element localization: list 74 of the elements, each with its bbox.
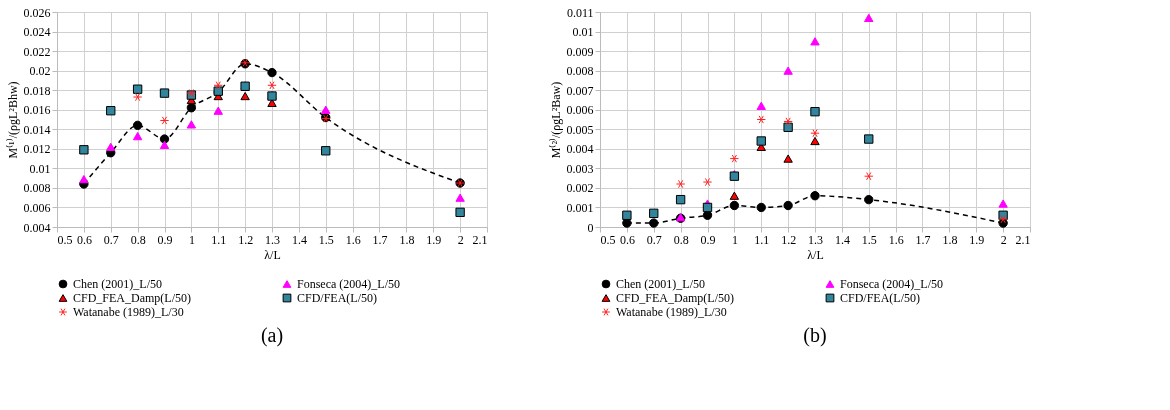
x-tick-label: 1.5 [318, 232, 334, 247]
y-tick-label: 0 [587, 220, 594, 235]
y-tick-label: 0.003 [566, 161, 594, 176]
x-tick-label: 1.9 [426, 232, 442, 247]
x-tick-label: 1.6 [345, 232, 361, 247]
y-tick-label: 0.02 [29, 64, 51, 79]
text: (a) [260, 324, 284, 347]
x-tick-label: 1.6 [888, 232, 904, 247]
y-tick-label: 0.018 [23, 83, 51, 98]
y-tick-label: 0.01 [29, 161, 51, 176]
x-tick-label: 2.1 [472, 232, 488, 247]
y-tick-label: 0.004 [23, 220, 51, 235]
x-tick-label: 2 [457, 232, 464, 247]
y-tick-label: 0.016 [23, 103, 51, 118]
x-tick-label: 1.3 [265, 232, 280, 247]
x-tick-label: 1.1 [754, 232, 770, 247]
x-tick-label: 0.5 [600, 232, 616, 247]
x-tick-label: 1.4 [834, 232, 850, 247]
y-tick-label: 0.024 [23, 25, 51, 40]
x-tick-label: 1.9 [969, 232, 985, 247]
legend-label: CFD/FEA(L/50) [840, 291, 921, 305]
legend-label: CFD_FEA_Damp(L/50) [616, 291, 734, 305]
y-tick-label: 0.006 [566, 103, 594, 118]
x-tick-label: 1 [731, 232, 738, 247]
y-tick-label: 0.006 [23, 200, 51, 215]
x-tick-label: 0.9 [700, 232, 716, 247]
x-tick-label: 0.7 [646, 232, 662, 247]
x-tick-label: 2 [1000, 232, 1007, 247]
x-tick-label: 1.2 [781, 232, 797, 247]
y-tick-label: 0.001 [566, 200, 594, 215]
y-tick-label: 0.009 [566, 44, 594, 59]
y-tick-label: 0.014 [23, 122, 51, 137]
y-tick-label: 0.008 [23, 181, 51, 196]
y-tick-label: 0.002 [566, 181, 594, 196]
x-axis-title: λ/L [264, 247, 281, 262]
x-tick-label: 1.7 [372, 232, 388, 247]
text: (b) [803, 324, 827, 347]
y-tick-label: 0.012 [23, 142, 51, 157]
x-tick-label: 1 [188, 232, 195, 247]
y-axis-title: M⁽²⁾/(ρgL²Baw) [548, 81, 563, 159]
x-tick-label: 2.1 [1015, 232, 1031, 247]
x-tick-label: 0.8 [130, 232, 146, 247]
x-tick-label: 0.6 [76, 232, 92, 247]
y-tick-label: 0.011 [566, 5, 594, 20]
x-tick-label: 1.3 [808, 232, 823, 247]
x-tick-label: 0.9 [157, 232, 173, 247]
x-tick-label: 1.1 [211, 232, 227, 247]
x-tick-label: 0.6 [619, 232, 635, 247]
x-tick-label: 1.4 [291, 232, 307, 247]
x-tick-label: 1.5 [861, 232, 877, 247]
y-tick-label: 0.007 [566, 83, 594, 98]
x-axis-title: λ/L [807, 247, 824, 262]
legend-label: Watanabe (1989)_L/30 [616, 305, 727, 319]
legend-label: CFD_FEA_Damp(L/50) [73, 291, 191, 305]
y-axis-title: M⁽¹⁾/(ρgL²Bhw) [5, 81, 20, 159]
x-tick-label: 0.8 [673, 232, 689, 247]
legend-label: CFD/FEA(L/50) [297, 291, 378, 305]
legend-label: Watanabe (1989)_L/30 [73, 305, 184, 319]
x-tick-label: 1.8 [942, 232, 958, 247]
legend-label: Chen (2001)_L/50 [73, 277, 162, 291]
legend-label: Fonseca (2004)_L/50 [297, 277, 400, 291]
x-tick-label: 1.7 [915, 232, 931, 247]
x-tick-label: 0.7 [103, 232, 119, 247]
y-tick-label: 0.022 [23, 44, 51, 59]
y-tick-label: 0.01 [572, 25, 594, 40]
y-tick-label: 0.005 [566, 122, 594, 137]
y-tick-label: 0.004 [566, 142, 594, 157]
x-tick-label: 1.2 [238, 232, 254, 247]
y-tick-label: 0.008 [566, 64, 594, 79]
legend-label: Fonseca (2004)_L/50 [840, 277, 943, 291]
x-tick-label: 0.5 [57, 232, 73, 247]
x-tick-label: 1.8 [399, 232, 415, 247]
legend-label: Chen (2001)_L/50 [616, 277, 705, 291]
y-tick-label: 0.026 [23, 5, 51, 20]
